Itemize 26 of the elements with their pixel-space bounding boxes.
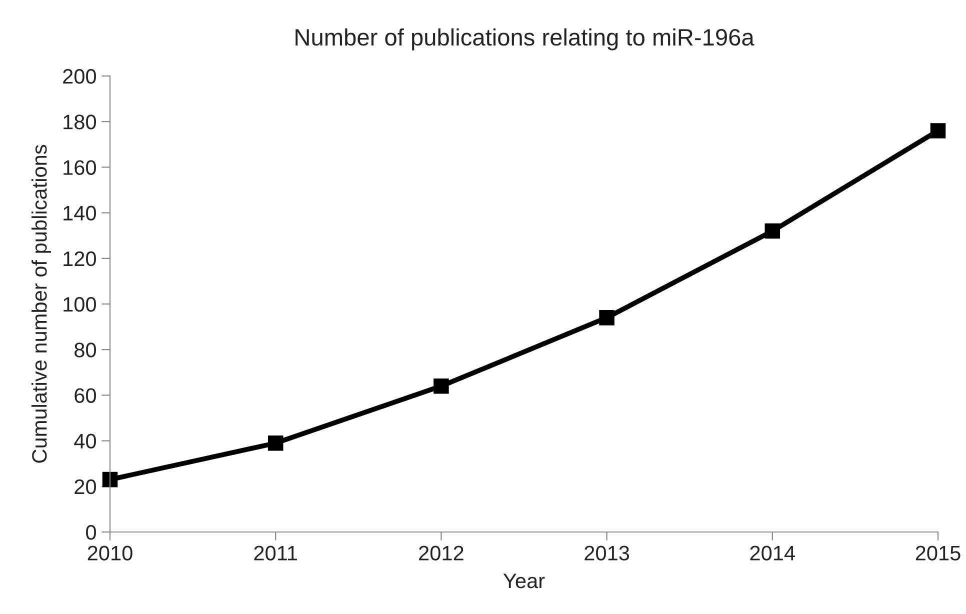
x-tick-label: 2014 (750, 546, 795, 560)
x-axis-title: Year (503, 574, 545, 588)
y-tick-label: 0 (86, 525, 96, 540)
y-tick-label: 180 (64, 114, 96, 130)
y-tick-label: 20 (74, 479, 96, 494)
y-tick-label: 140 (64, 206, 96, 221)
point (599, 310, 614, 326)
x-tick-label: 2012 (419, 546, 464, 560)
chart-title: Number of publications relating to miR-196a (296, 28, 754, 50)
y-tick-label: 60 (74, 388, 96, 403)
point (764, 223, 780, 239)
point (268, 435, 284, 451)
y-tick-label: 200 (63, 69, 96, 84)
y-tick-label: 80 (74, 342, 96, 358)
x-tick-label: 2010 (88, 546, 132, 560)
point (930, 123, 946, 138)
y-tick-label: 120 (64, 251, 96, 266)
point (434, 378, 449, 394)
y-tick-label: 100 (64, 297, 96, 312)
y-tick-label: 40 (74, 434, 96, 449)
y-tick-label: 160 (64, 160, 96, 175)
x-tick-label: 2015 (916, 546, 960, 560)
y-axis-title: Cumulative number of publications (32, 144, 51, 463)
point (102, 472, 118, 488)
x-tick-label: 2013 (584, 546, 630, 560)
x-tick-label: 2011 (254, 546, 297, 560)
